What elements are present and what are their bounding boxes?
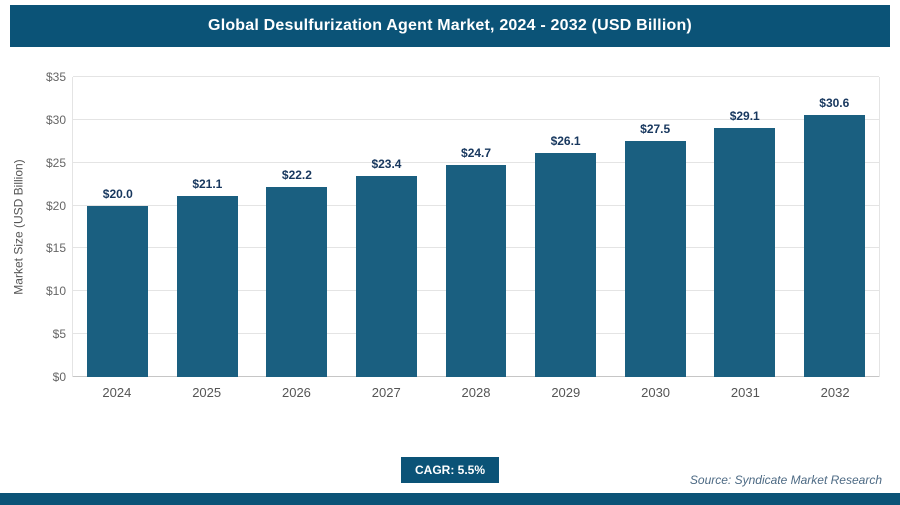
x-tick-label: 2028 (461, 385, 491, 400)
bottom-strip (0, 493, 900, 505)
y-axis-title-text: Market Size (USD Billion) (12, 159, 26, 295)
bar (624, 141, 686, 377)
y-tick-label: $0 (52, 370, 66, 384)
x-tick-label: 2024 (102, 385, 132, 400)
bar (176, 196, 238, 377)
bar (445, 165, 507, 377)
bar-value-label: $26.1 (550, 134, 581, 149)
bars: $20.0 $21.1 $22.2 $23.4 $24.7 $26.1 $27.5 $29.1… (73, 77, 879, 377)
x-tick-label: 2026 (281, 385, 311, 400)
cagr-badge: CAGR: 5.5% (400, 457, 500, 483)
bar-value-label: $29.1 (729, 108, 760, 123)
bar-group: $20.0 (73, 77, 163, 377)
bar-group: $21.1 (163, 77, 253, 377)
y-axis-title: Market Size (USD Billion) (8, 77, 30, 377)
bar (535, 153, 597, 377)
chart-title: Global Desulfurization Agent Market, 202… (208, 17, 692, 34)
bar-value-label: $27.5 (640, 122, 671, 137)
plot-area: $20.0 $21.1 $22.2 $23.4 $24.7 $26.1 $27.5 $29.1… (72, 76, 880, 377)
bar-group: $29.1 (700, 77, 790, 377)
gridline (73, 118, 879, 120)
bar-group: $30.6 (790, 77, 880, 377)
y-tick-label: $35 (45, 70, 66, 84)
x-tick-label: 2032 (820, 385, 850, 400)
y-tick-label: $20 (45, 198, 66, 213)
bar (356, 176, 417, 377)
chart-area: Market Size (USD Billion) $0 $5 $10 $15 $20 $… (8, 70, 880, 400)
x-tick-label: 2025 (192, 385, 222, 400)
y-tick-label: $5 (52, 327, 66, 342)
bar (266, 186, 328, 377)
y-tick-label: $10 (45, 284, 66, 299)
bar-value-label: $20.0 (102, 186, 133, 201)
y-axis-ticks: $0 $5 $10 $15 $20 $25 $30 $35 (30, 70, 72, 384)
bar-value-label: $24.7 (461, 146, 492, 161)
x-tick-label: 2031 (730, 385, 760, 400)
bar-value-label: $23.4 (371, 157, 402, 172)
y-tick-label: $30 (45, 112, 66, 127)
title-bar: Global Desulfurization Agent Market, 202… (10, 5, 890, 47)
bar-group: $24.7 (431, 77, 521, 377)
bar (714, 127, 776, 377)
bar (803, 114, 865, 377)
x-tick-label: 2027 (371, 385, 401, 400)
footer: CAGR: 5.5% Source: Syndicate Market Rese… (0, 443, 900, 505)
source-text: Source: Syndicate Market Research (689, 473, 882, 487)
bar-value-label: $22.2 (281, 167, 312, 182)
gridline (73, 161, 879, 163)
bar-group: $27.5 (610, 77, 700, 377)
y-tick-label: $15 (45, 241, 66, 256)
bar-value-label: $21.1 (192, 177, 223, 192)
x-axis-labels: 2024 2025 2026 2027 2028 2029 2030 2031 2032 (72, 385, 880, 400)
bar-value-label: $30.6 (819, 95, 850, 110)
x-tick-label: 2030 (641, 385, 671, 400)
gridline (73, 76, 879, 77)
bar (87, 205, 149, 377)
x-tick-label: 2029 (551, 385, 581, 400)
bar-group: $23.4 (342, 77, 432, 377)
bar-group: $22.2 (252, 77, 342, 377)
y-tick-label: $25 (45, 155, 66, 170)
bar-group: $26.1 (521, 77, 611, 377)
plot-column: $20.0 $21.1 $22.2 $23.4 $24.7 $26.1 $27.5 $29.1… (72, 76, 880, 400)
